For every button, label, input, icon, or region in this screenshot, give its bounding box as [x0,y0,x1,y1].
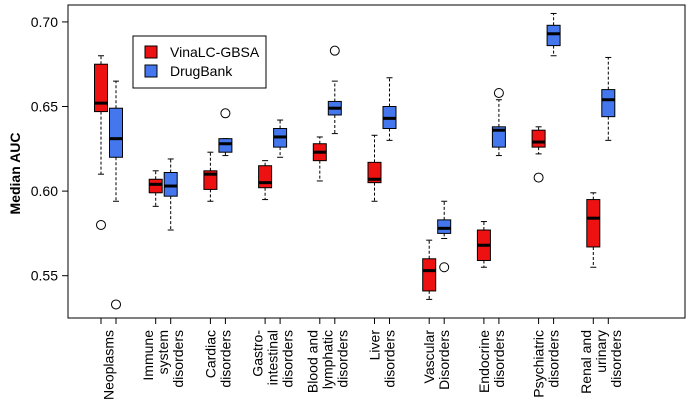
x-label-psychiatric: disorders [546,330,562,388]
box-vinalc-gbsa-neoplasms [94,55,108,230]
box-body [437,219,452,234]
y-tick-label: 0.70 [31,14,58,30]
x-label-blood: Blood and [304,330,320,393]
box-body [218,138,233,153]
outlier-point [439,262,450,273]
legend: VinaLC-GBSA DrugBank [132,35,267,89]
boxes-layer [94,12,616,310]
box-vinalc-gbsa-renal [586,192,601,268]
box-vinalc-gbsa-gastro [258,160,273,201]
x-label-cardiac: disorders [217,330,233,388]
box-vinalc-gbsa-psychiatric [531,126,546,183]
box-body [94,63,108,113]
box-drugbank-cardiac [218,108,233,157]
box-body [109,107,123,158]
box-drugbank-liver [382,77,397,141]
x-label-cardiac: Cardiac [202,330,218,378]
box-body [546,24,561,47]
outlier-point [111,299,121,310]
outlier-point [96,219,106,230]
box-vinalc-gbsa-vascular [422,239,437,300]
y-tick-label: 0.60 [31,183,58,199]
x-label-vascular: Disorders [436,330,452,390]
y-tick-label: 0.65 [31,99,58,115]
x-label-renal: disorders [608,330,624,388]
x-label-endocrine: disorders [491,330,507,388]
legend-box [132,35,267,89]
box-body [367,161,382,184]
box-drugbank-renal [601,56,616,141]
box-drugbank-blood [327,45,342,135]
outlier-point [329,45,340,56]
x-label-liver: disorders [382,330,398,388]
x-label-gastro: disorders [280,330,296,388]
box-drugbank-psychiatric [546,12,561,57]
y-axis-label: Median AUC [7,133,23,215]
x-label-immune: system [155,330,171,374]
box-body [163,171,178,197]
x-label-endocrine: Endocrine [476,330,492,393]
x-label-gastro: intestinal [265,330,281,385]
box-vinalc-gbsa-immune [148,170,163,207]
box-vinalc-gbsa-cardiac [203,151,218,202]
x-label-immune: disorders [170,330,186,388]
box-drugbank-neoplasms [109,80,123,310]
box-body [491,126,506,148]
box-drugbank-immune [163,158,178,231]
legend-label: VinaLC-GBSA [170,44,260,60]
legend-swatch [144,45,158,59]
x-label-vascular: Vascular [421,330,437,384]
box-body [148,178,163,194]
box-vinalc-gbsa-blood [312,136,327,182]
box-drugbank-gastro [273,119,288,158]
box-body [601,89,616,118]
outlier-point [533,172,544,183]
y-tick-label: 0.55 [31,268,58,284]
box-drugbank-endocrine [491,87,506,157]
plot-frame [67,4,686,319]
outlier-point [220,108,231,119]
x-label-blood: disorders [334,330,350,388]
box-body [258,165,273,189]
x-label-psychiatric: Psychiatric [531,330,547,398]
x-label-liver: Liver [367,330,383,361]
x-label-renal: Renal and [578,330,594,394]
box-vinalc-gbsa-liver [367,134,382,202]
legend-label: DrugBank [170,63,233,79]
x-label-gastro: Gastro- [250,330,266,377]
box-body [586,199,601,248]
outlier-point [493,87,504,98]
box-body [422,258,437,292]
x-label-neoplasms: Neoplasms [101,330,117,400]
box-vinalc-gbsa-endocrine [476,221,491,268]
box-drugbank-vascular [437,200,452,273]
x-label-immune: Immune [140,330,156,381]
box-body [531,129,546,148]
x-label-blood: lymphatic [319,330,335,389]
x-label-renal: urinary [593,330,609,373]
legend-swatch [144,64,158,78]
